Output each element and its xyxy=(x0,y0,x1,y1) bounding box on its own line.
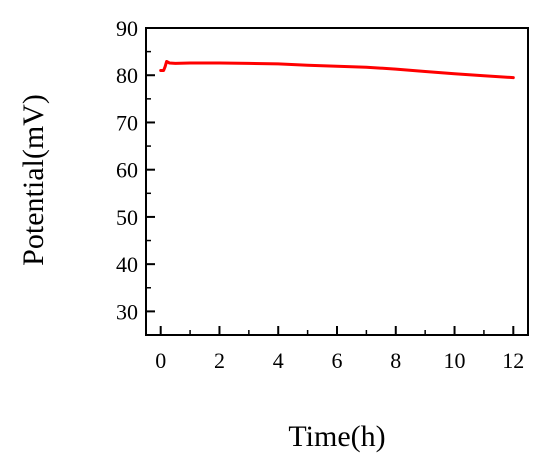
x-tick-label: 12 xyxy=(502,348,524,373)
x-tick-label: 2 xyxy=(214,348,225,373)
series-line xyxy=(159,60,515,80)
y-tick-label: 70 xyxy=(116,110,138,135)
x-tick-label: 4 xyxy=(273,348,284,373)
y-axis-title: Potential(mV) xyxy=(17,94,50,266)
x-axis-title: Time(h) xyxy=(288,420,385,453)
y-axis-ticks: 30 40 50 60 70 80 90 xyxy=(116,16,155,324)
y-tick-label: 60 xyxy=(116,158,138,183)
y-tick-label: 80 xyxy=(116,63,138,88)
series-layer xyxy=(159,60,515,80)
y-tick-label: 40 xyxy=(116,252,138,277)
x-tick-label: 6 xyxy=(332,348,343,373)
y-tick-label: 50 xyxy=(116,205,138,230)
x-tick-label: 10 xyxy=(444,348,466,373)
y-tick-label: 30 xyxy=(116,299,138,324)
y-tick-label: 90 xyxy=(116,16,138,41)
x-tick-label: 8 xyxy=(390,348,401,373)
x-axis-ticks: 0 2 4 6 8 10 12 xyxy=(155,326,524,373)
x-tick-label: 0 xyxy=(155,348,166,373)
